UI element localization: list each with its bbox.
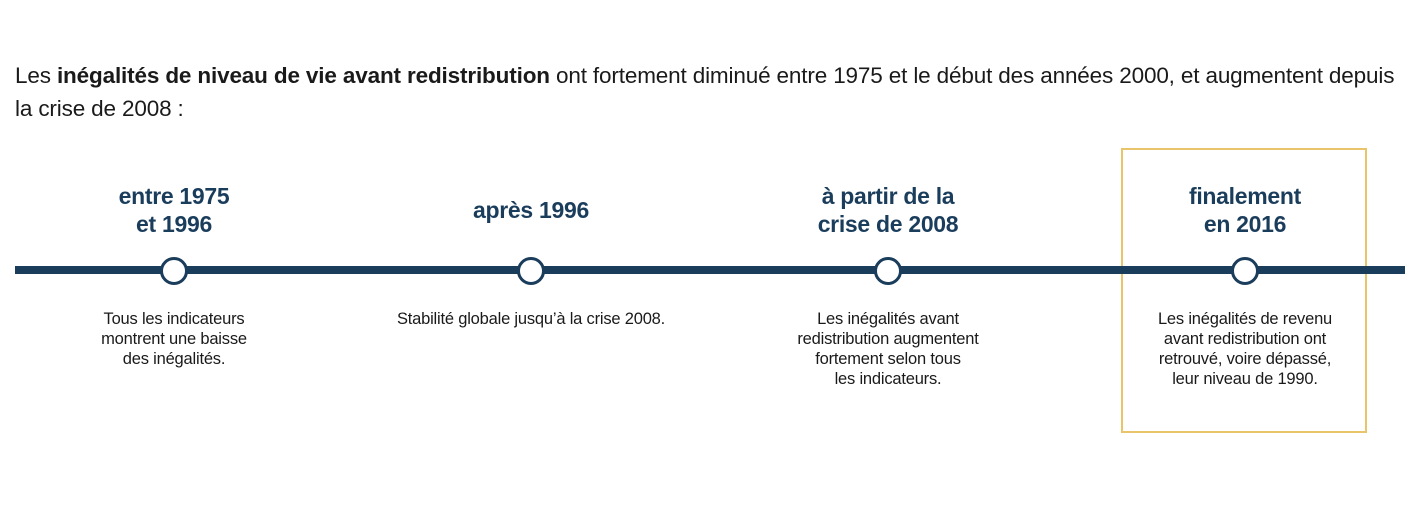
milestone-1975-1996-title: entre 1975 et 1996 xyxy=(118,183,230,237)
intro-text: Les inégalités de niveau de vie avant re… xyxy=(15,59,1407,125)
timeline-line xyxy=(15,266,1405,274)
milestone-2008-description: Les inégalités avant redistribution augm… xyxy=(797,310,979,388)
milestone-1975-1996-description: Tous les indicateurs montrent une baisse… xyxy=(101,310,247,368)
milestone-2016-title: finalement en 2016 xyxy=(1188,183,1302,237)
milestone-1975-1996-node xyxy=(160,257,188,285)
milestone-after-1996-description: Stabilité globale jusqu’à la crise 2008. xyxy=(396,310,666,328)
milestone-2016-node xyxy=(1231,257,1259,285)
intro-text-bold: inégalités de niveau de vie avant redist… xyxy=(56,63,550,88)
highlight-box-2016 xyxy=(1121,148,1367,433)
milestone-2008-node xyxy=(874,257,902,285)
milestone-2016-description: Les inégalités de revenu avant redistrib… xyxy=(1157,310,1333,388)
intro-text-start: Les xyxy=(15,63,57,88)
intro-text-end: ont fortement diminué entre 1975 et le d… xyxy=(15,63,1395,121)
milestone-after-1996-title: après 1996 xyxy=(473,197,589,223)
milestone-after-1996-node xyxy=(517,257,545,285)
milestone-2008-title: à partir de la crise de 2008 xyxy=(817,183,959,237)
